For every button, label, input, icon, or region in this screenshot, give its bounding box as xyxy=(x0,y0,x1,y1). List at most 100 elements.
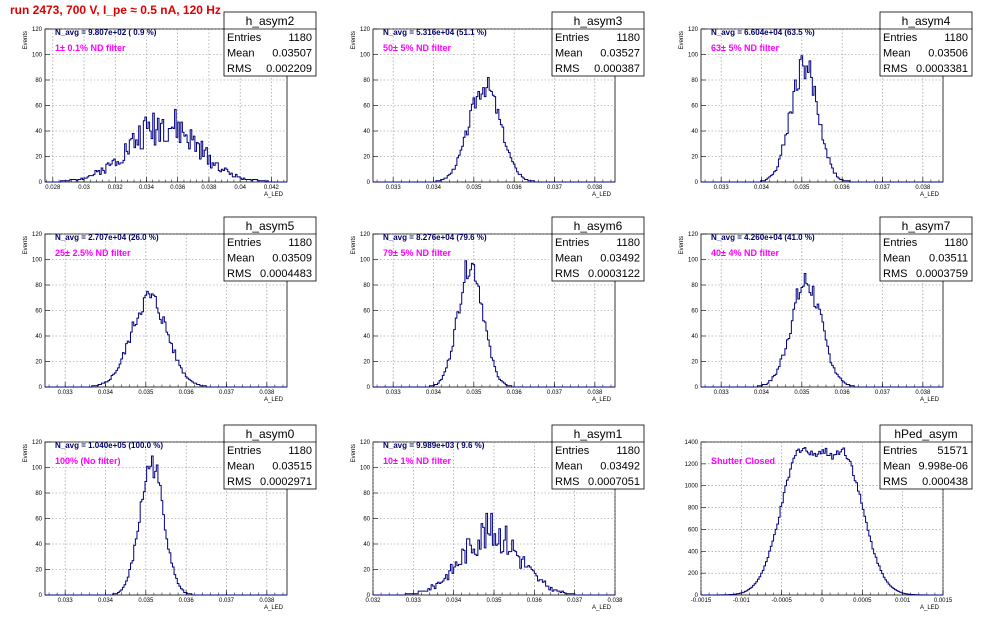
navg-label: N_avg = 5.316e+04 (51.1 %) xyxy=(383,28,487,37)
stat-name-rms: RMS xyxy=(883,476,907,488)
y-axis-title: Events xyxy=(351,444,357,462)
x-tick-label: 0.0015 xyxy=(934,598,953,604)
stat-value-rms: 0.0003381 xyxy=(916,63,968,75)
stats-box-frame xyxy=(879,216,973,282)
stat-name-mean: Mean xyxy=(883,461,911,473)
navg-label: N_avg = 6.604e+04 (63.5 %) xyxy=(711,28,815,37)
x-tick-label: 0 xyxy=(820,598,824,604)
y-tick-label: 120 xyxy=(32,27,43,33)
y-axis-title: Events xyxy=(23,236,29,254)
histogram-panel-h_asym4: 0.033 0.034 0.035 0.036 0.037 0.038 0 20 40 60 80 1… xyxy=(679,11,973,198)
x-axis-title: A_LED xyxy=(920,397,940,403)
histogram-panel-h_asym6: 0.033 0.034 0.035 0.036 0.037 0.038 0 20 40 60 80 1… xyxy=(351,216,645,403)
x-tick-label: 0.038 xyxy=(915,185,931,191)
filter-label: 50± 5% ND filter xyxy=(383,43,451,53)
x-tick-label: 0.032 xyxy=(365,598,381,604)
stat-name-rms: RMS xyxy=(555,268,579,280)
y-axis-title: Events xyxy=(679,31,685,49)
x-tick-label: 0.038 xyxy=(587,390,603,396)
stat-name-entries: Entries xyxy=(555,445,590,457)
x-tick-label: 0.036 xyxy=(527,598,543,604)
stat-value-mean: 0.03527 xyxy=(600,48,640,60)
x-tick-label: 0.036 xyxy=(835,185,851,191)
x-tick-label: 0.037 xyxy=(219,390,235,396)
y-tick-label: 20 xyxy=(363,360,370,366)
x-tick-label: 0.038 xyxy=(201,185,217,191)
stats-title: h_asym4 xyxy=(902,14,951,28)
stat-name-mean: Mean xyxy=(227,253,255,265)
x-tick-label: 0.034 xyxy=(426,390,442,396)
y-tick-label: 20 xyxy=(35,155,42,161)
y-axis-title: Events xyxy=(23,444,29,462)
stat-value-mean: 0.03492 xyxy=(600,461,640,473)
x-tick-label: 0.035 xyxy=(466,390,482,396)
y-tick-label: 100 xyxy=(32,53,43,59)
y-tick-label: 600 xyxy=(688,527,699,533)
navg-label: N_avg = 9.807e+02 ( 0.9 %) xyxy=(55,28,157,37)
x-axis-title: A_LED xyxy=(264,192,284,198)
filter-label: Shutter Closed xyxy=(711,456,775,466)
x-axis-title: A_LED xyxy=(264,605,284,611)
stats-box: h_asym7 Entries 1180 Mean 0.03511 RMS 0.000375… xyxy=(879,216,973,282)
x-tick-label: 0.036 xyxy=(507,185,523,191)
filter-label: 1± 0.1% ND filter xyxy=(55,43,126,53)
navg-label: N_avg = 2.707e+04 (26.0 %) xyxy=(55,233,159,242)
stat-name-rms: RMS xyxy=(227,63,251,75)
y-tick-label: 800 xyxy=(688,506,699,512)
x-tick-label: 0.034 xyxy=(426,185,442,191)
stat-value-rms: 0.0004483 xyxy=(260,268,312,280)
y-tick-label: 40 xyxy=(691,334,698,340)
stat-name-mean: Mean xyxy=(555,253,583,265)
stats-box-frame xyxy=(551,216,645,282)
stat-name-entries: Entries xyxy=(227,32,262,44)
stat-value-rms: 0.0002971 xyxy=(260,476,312,488)
x-tick-label: 0.034 xyxy=(754,390,770,396)
y-tick-label: 20 xyxy=(363,155,370,161)
stat-name-rms: RMS xyxy=(227,268,251,280)
x-tick-label: 0.037 xyxy=(875,390,891,396)
stats-title: hPed_asym xyxy=(894,427,957,441)
y-tick-label: 1200 xyxy=(685,462,699,468)
y-tick-label: 80 xyxy=(35,491,42,497)
x-tick-label: 0.035 xyxy=(466,185,482,191)
y-tick-label: 120 xyxy=(32,232,43,238)
y-tick-label: 100 xyxy=(360,466,371,472)
stat-value-mean: 0.03492 xyxy=(600,253,640,265)
y-tick-label: 40 xyxy=(35,129,42,135)
x-tick-label: 0.033 xyxy=(58,390,74,396)
stats-title: h_asym2 xyxy=(246,14,295,28)
x-tick-label: 0.001 xyxy=(895,598,911,604)
stat-name-rms: RMS xyxy=(227,476,251,488)
histogram-panel-h_asym3: 0.033 0.034 0.035 0.036 0.037 0.038 0 20 40 60 80 1… xyxy=(351,11,645,198)
x-tick-label: 0.038 xyxy=(259,390,275,396)
y-tick-label: 40 xyxy=(363,334,370,340)
x-tick-label: -0.0005 xyxy=(771,598,792,604)
y-tick-label: 40 xyxy=(35,334,42,340)
stat-name-entries: Entries xyxy=(883,445,918,457)
stat-name-rms: RMS xyxy=(883,63,907,75)
filter-label: 25± 2.5% ND filter xyxy=(55,248,131,258)
stat-name-mean: Mean xyxy=(227,461,255,473)
y-tick-label: 0 xyxy=(367,593,371,599)
filter-label: 79± 5% ND filter xyxy=(383,248,451,258)
histogram-panel-h_asym5: 0.033 0.034 0.035 0.036 0.037 0.038 0 20 40 60 80 1… xyxy=(23,216,317,403)
y-tick-label: 60 xyxy=(363,309,370,315)
stat-name-entries: Entries xyxy=(555,32,590,44)
stats-title: h_asym1 xyxy=(574,427,623,441)
x-axis-title: A_LED xyxy=(920,192,940,198)
stats-box: hPed_asym Entries 51571 Mean 9.998e-06 RMS 0.0… xyxy=(879,424,973,490)
x-tick-label: 0.034 xyxy=(446,598,462,604)
y-tick-label: 20 xyxy=(363,568,370,574)
stat-value-entries: 1180 xyxy=(288,32,312,44)
histogram-line xyxy=(45,455,287,596)
stat-value-entries: 1180 xyxy=(616,237,640,249)
stat-value-rms: 0.002209 xyxy=(266,63,312,75)
x-tick-label: 0.03 xyxy=(78,185,90,191)
y-tick-label: 80 xyxy=(363,491,370,497)
x-tick-label: 0.034 xyxy=(754,185,770,191)
y-axis-title: Events xyxy=(23,31,29,49)
x-tick-label: 0.035 xyxy=(486,598,502,604)
y-axis-title: Events xyxy=(679,236,685,254)
y-tick-label: 0 xyxy=(695,593,699,599)
